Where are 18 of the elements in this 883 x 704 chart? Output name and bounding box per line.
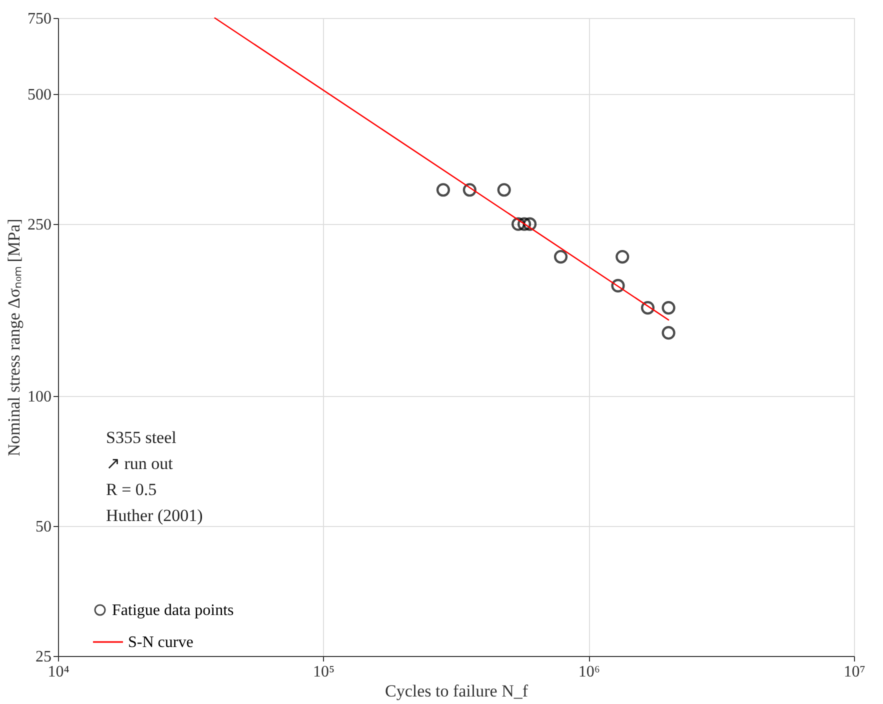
annotation: Huther (2001) [106, 506, 203, 525]
y-tick-label: 750 [28, 10, 52, 28]
y-axis-title: Nominal stress range Δσₙₒₘ [MPa] [4, 218, 24, 456]
annotation: R = 0.5 [106, 480, 157, 499]
x-axis-title: Cycles to failure N_f [384, 682, 528, 700]
y-tick-label: 100 [28, 388, 52, 406]
annotation: S355 steel [106, 428, 177, 447]
y-tick-label: 250 [28, 216, 52, 234]
legend-label: S-N curve [128, 634, 194, 651]
x-tick-label: 10⁴ [48, 664, 70, 680]
y-tick-label: 500 [28, 86, 52, 104]
annotation: ↗ run out [106, 454, 174, 473]
x-tick-label: 10⁷ [844, 664, 866, 680]
y-tick-label: 50 [36, 518, 52, 536]
x-tick-label: 10⁶ [578, 664, 600, 680]
legend-label: Fatigue data points [112, 602, 234, 619]
x-tick-label: 10⁵ [313, 664, 335, 680]
y-tick-label: 25 [36, 648, 52, 666]
